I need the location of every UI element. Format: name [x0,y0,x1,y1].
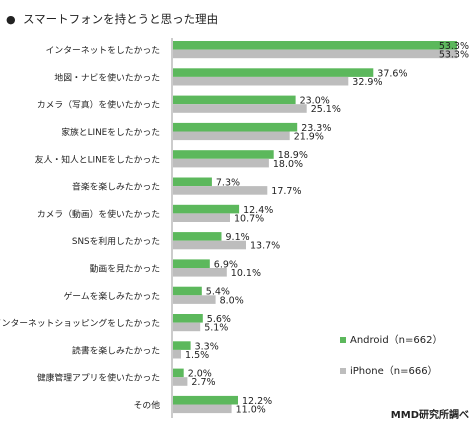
bar-iphone [173,404,232,414]
category-label: カメラ（動画）を使いたかった [37,208,160,220]
bar-iphone [173,186,268,195]
data-label-android: 12.2% [242,396,272,407]
bar-iphone [173,268,227,277]
bar-iphone [173,131,290,141]
legend-label-android: Android（n=662） [350,334,442,346]
bar-iphone [173,213,230,222]
bar-iphone [173,76,349,86]
title-marker: ● [6,13,16,26]
data-label-android: 5.6% [207,314,231,325]
data-label-iphone: 11.0% [236,405,266,416]
bar-android [173,204,240,214]
legend-swatch-iphone [340,368,346,374]
data-label-iphone: 1.5% [185,350,209,361]
data-label-android: 7.3% [216,178,240,189]
data-label-iphone: 53.3% [439,50,469,61]
category-label: 健康管理アプリを使いたかった [37,372,160,384]
legend-swatch-android [340,337,346,343]
data-label-android: 9.1% [226,232,250,243]
data-label-iphone: 25.1% [311,104,341,115]
data-label-iphone: 10.1% [231,268,261,279]
category-label: インターネットショッピングをしたかった [0,317,160,329]
bar-android [173,232,222,241]
data-label-android: 37.6% [377,68,407,79]
bar-android [173,314,203,323]
data-label-iphone: 18.0% [273,159,303,170]
data-label-iphone: 8.0% [220,295,244,306]
category-label: 友人・知人とLINEをしたかった [35,153,160,165]
category-label: 動画を見たかった [90,264,160,275]
bar-android [173,259,210,268]
bar-android [173,150,274,159]
legend: Android（n=662） iPhone（n=666） [340,334,442,377]
data-label-android: 18.9% [278,150,308,161]
bar-android [173,177,212,187]
bar-iphone [173,104,307,113]
source-note: MMD研究所調べ [391,408,469,421]
bar-android [173,395,238,405]
bar-iphone [173,158,269,168]
bar-iphone [173,349,181,359]
bar-rows: インターネットをしたかった 53.3%53.3% 地図・ナビを使いたかった 37.6%… [0,41,469,416]
chart-title: スマートフォンを持とうと思った理由 [23,12,218,26]
bar-android [173,286,202,296]
category-label: 家族とLINEをしたかった [61,126,160,138]
category-label: その他 [134,399,161,411]
bar-android [173,368,184,378]
category-label: 地図・ナビを使いたかった [54,71,160,83]
category-label: ゲームを楽しみたかった [63,290,160,302]
data-label-iphone: 17.7% [271,186,301,197]
data-label-android: 12.4% [243,205,273,216]
bar-iphone [173,377,188,386]
data-label-android: 2.0% [188,369,212,380]
bar-iphone [173,322,201,332]
category-label: インターネットをしたかった [46,45,160,56]
bar-android [173,41,457,50]
legend-label-iphone: iPhone（n=666） [350,365,438,377]
category-label: 読書を楽しみたかった [72,344,160,356]
bar-iphone [173,49,457,59]
category-label: カメラ（写真）を使いたかった [37,99,160,111]
data-label-iphone: 21.9% [294,132,324,143]
bar-android [173,341,191,350]
bar-iphone [173,295,216,304]
data-label-iphone: 2.7% [191,377,215,388]
data-label-android: 53.3% [439,41,469,52]
bar-android [173,122,298,132]
data-label-android: 3.3% [195,341,219,352]
data-label-iphone: 10.7% [234,213,264,224]
data-label-android: 6.9% [214,259,238,270]
category-label: 音楽を楽しみたかった [72,181,160,193]
data-label-iphone: 32.9% [352,77,382,88]
category-label: SNSを利用したかった [72,235,160,247]
bar-iphone [173,240,246,250]
data-label-android: 5.4% [206,287,230,298]
data-label-android: 23.3% [301,123,331,134]
data-label-iphone: 13.7% [250,241,280,252]
bar-android [173,68,374,77]
bar-android [173,95,296,105]
data-label-iphone: 5.1% [204,323,228,334]
data-label-android: 23.0% [300,96,330,107]
